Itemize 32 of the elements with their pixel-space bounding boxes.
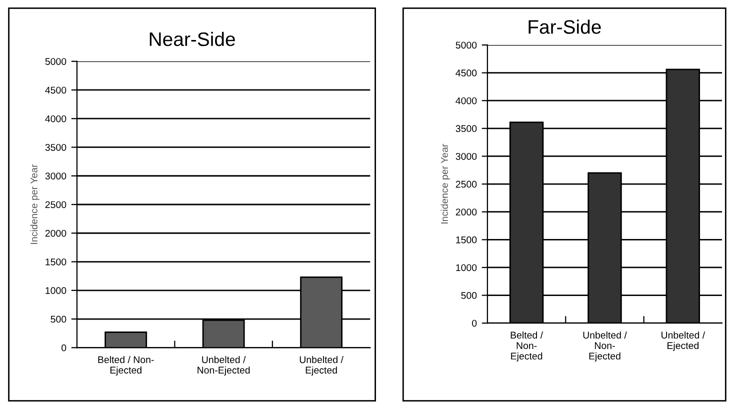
x-tick-label: Unbelted / Non- Ejected bbox=[583, 331, 627, 362]
y-tick-label: 3500 bbox=[45, 144, 66, 151]
y-tick-label: 1000 bbox=[456, 264, 477, 272]
x-tick-label: Belted / Non- Ejected bbox=[98, 356, 154, 376]
y-tick-label: 1500 bbox=[46, 258, 66, 266]
y-tick-label: 2500 bbox=[45, 201, 66, 208]
y-tick-label: 1500 bbox=[456, 236, 477, 244]
y-tick-label: 500 bbox=[461, 292, 477, 299]
y-axis-title: Incidence per Year bbox=[440, 144, 450, 224]
x-tick-label: Unbelted / Ejected bbox=[662, 331, 706, 351]
y-tick-label: 3500 bbox=[456, 125, 477, 132]
y-tick-label: 3000 bbox=[456, 152, 477, 160]
chart-title: Near-Side bbox=[150, 32, 235, 46]
y-tick-label: 0 bbox=[472, 320, 477, 327]
y-tick-label: 500 bbox=[50, 316, 66, 323]
y-tick-label: 2000 bbox=[45, 230, 66, 237]
y-axis-title: Incidence per Year bbox=[30, 164, 40, 244]
y-tick-label: 5000 bbox=[456, 42, 477, 49]
x-tick-label: Unbelted / Ejected bbox=[300, 356, 344, 376]
y-tick-label: 3000 bbox=[45, 172, 66, 180]
x-tick-label: Unbelted / Non-Ejected bbox=[198, 356, 250, 376]
y-tick-label: 4500 bbox=[45, 86, 66, 94]
y-tick-label: 0 bbox=[62, 344, 66, 352]
y-tick-label: 5000 bbox=[45, 58, 66, 65]
y-tick-label: 4000 bbox=[456, 97, 477, 104]
chart-title: Far-Side bbox=[528, 20, 601, 34]
y-tick-label: 4000 bbox=[45, 115, 66, 122]
y-tick-label: 2000 bbox=[456, 208, 477, 216]
y-tick-label: 1000 bbox=[46, 287, 66, 294]
x-tick-label: Belted / Non- Ejected bbox=[510, 331, 544, 362]
y-tick-label: 4500 bbox=[456, 70, 477, 76]
y-tick-label: 2500 bbox=[456, 180, 477, 188]
